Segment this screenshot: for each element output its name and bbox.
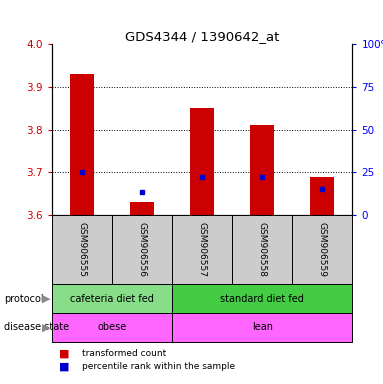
Bar (310, 177, 334, 215)
Text: percentile rank within the sample: percentile rank within the sample (82, 362, 236, 371)
Bar (52, 313, 172, 342)
Text: transformed count: transformed count (82, 349, 167, 358)
Bar (172, 215, 232, 284)
Bar (190, 108, 214, 215)
Text: cafeteria diet fed: cafeteria diet fed (70, 293, 154, 304)
Text: GSM906556: GSM906556 (137, 222, 146, 277)
Bar (292, 215, 352, 284)
Bar (70, 74, 94, 215)
Text: GSM906558: GSM906558 (258, 222, 267, 277)
Bar (172, 284, 352, 313)
Bar (52, 215, 112, 284)
Text: lean: lean (252, 322, 273, 333)
Text: disease state: disease state (4, 322, 69, 333)
Bar (52, 284, 172, 313)
Text: ■: ■ (59, 362, 70, 372)
Text: ■: ■ (59, 348, 70, 358)
Text: GSM906557: GSM906557 (198, 222, 206, 277)
Text: standard diet fed: standard diet fed (220, 293, 304, 304)
Bar (130, 202, 154, 215)
Bar (232, 215, 292, 284)
Text: GSM906555: GSM906555 (77, 222, 86, 277)
Bar (112, 215, 172, 284)
Title: GDS4344 / 1390642_at: GDS4344 / 1390642_at (125, 30, 279, 43)
Bar (250, 125, 274, 215)
Bar (172, 313, 352, 342)
Text: obese: obese (97, 322, 126, 333)
Text: protocol: protocol (4, 293, 43, 304)
Text: ▶: ▶ (42, 293, 50, 304)
Text: ▶: ▶ (42, 322, 50, 333)
Text: GSM906559: GSM906559 (318, 222, 327, 277)
